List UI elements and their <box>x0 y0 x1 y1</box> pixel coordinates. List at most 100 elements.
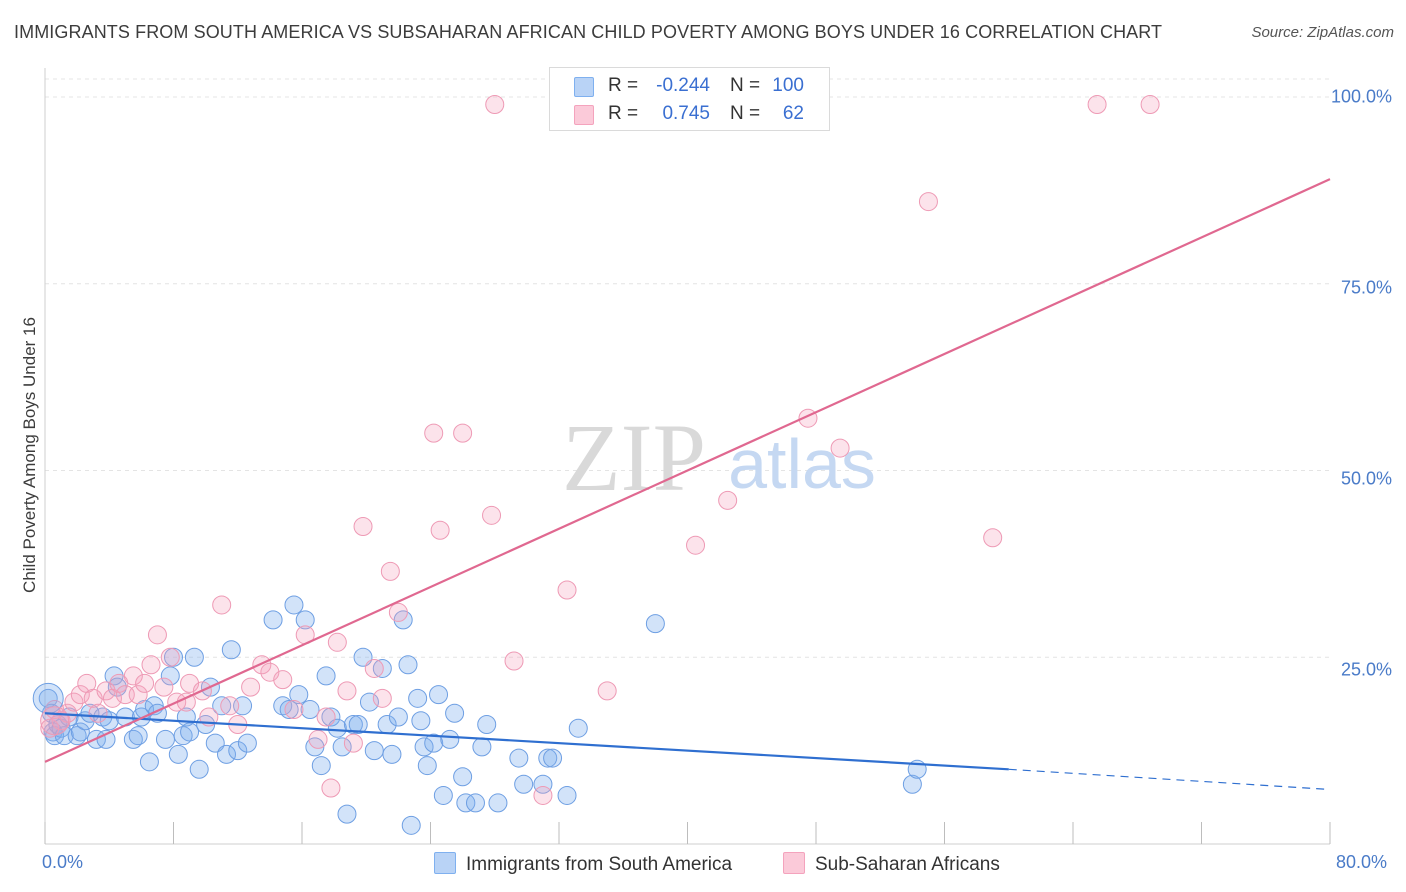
bottom-legend-swatch-pink <box>783 852 805 874</box>
x-tick-label-min: 0.0% <box>42 852 84 872</box>
data-point-subsaharan <box>70 685 90 705</box>
data-point-south-america <box>189 759 209 779</box>
data-point-subsaharan <box>273 670 293 690</box>
data-point-south-america <box>217 744 237 764</box>
data-point-subsaharan <box>1087 94 1107 114</box>
data-point-south-america <box>180 722 200 742</box>
data-point-subsaharan <box>686 535 706 555</box>
data-point-subsaharan <box>453 423 473 443</box>
legend-swatch-pink <box>574 105 594 125</box>
data-point-south-america <box>557 785 577 805</box>
data-point-south-america <box>155 729 175 749</box>
data-point-subsaharan <box>380 561 400 581</box>
data-point-subsaharan <box>40 718 60 738</box>
data-point-south-america <box>533 774 553 794</box>
data-point-south-america <box>456 793 476 813</box>
data-point-subsaharan <box>353 517 373 537</box>
data-point-south-america <box>128 726 148 746</box>
data-point-south-america <box>343 714 363 734</box>
data-point-south-america <box>311 756 331 776</box>
data-point-south-america <box>279 700 299 720</box>
data-point-south-america <box>38 688 58 708</box>
data-point-south-america <box>359 692 379 712</box>
data-point-south-america <box>353 647 373 667</box>
watermark-atlas: atlas <box>728 425 876 503</box>
data-point-subsaharan <box>482 505 502 525</box>
data-point-south-america <box>465 793 485 813</box>
data-point-south-america <box>453 767 473 787</box>
legend-row-subsaharan: R = 0.745 N = 62 <box>550 100 829 128</box>
data-point-subsaharan <box>718 490 738 510</box>
data-point-south-america <box>160 666 180 686</box>
data-point-south-america <box>263 610 283 630</box>
data-point-south-america <box>509 748 529 768</box>
watermark: ZIP atlas <box>562 404 876 511</box>
data-point-south-america <box>273 696 293 716</box>
data-point-subsaharan <box>284 700 304 720</box>
data-point-subsaharan <box>557 580 577 600</box>
data-point-south-america <box>477 714 497 734</box>
data-point-south-america <box>300 700 320 720</box>
trend-line-subsaharan <box>44 178 1331 763</box>
bottom-legend-swatch-blue <box>434 852 456 874</box>
data-point-south-america <box>382 744 402 764</box>
data-point-subsaharan <box>983 528 1003 548</box>
legend-n-value: 62 <box>782 103 804 124</box>
tick-layer <box>44 822 1331 844</box>
data-point-south-america <box>80 703 100 723</box>
data-point-subsaharan <box>154 677 174 697</box>
bottom-legend-south-america: Immigrants from South America <box>434 852 732 876</box>
data-point-south-america <box>429 685 449 705</box>
data-point-subsaharan <box>220 696 240 716</box>
data-point-south-america <box>645 614 665 634</box>
data-point-south-america <box>289 685 309 705</box>
data-point-south-america <box>205 733 225 753</box>
trend-line-south-america <box>44 712 1009 771</box>
data-point-south-america <box>228 741 248 761</box>
y-tick-label: 100.0% <box>1330 86 1392 107</box>
data-point-subsaharan <box>364 658 384 678</box>
y-tick-label: 50.0% <box>1340 468 1392 489</box>
data-point-south-america <box>401 815 421 835</box>
data-point-subsaharan <box>51 711 71 731</box>
data-point-south-america <box>398 655 418 675</box>
data-point-south-america <box>417 756 437 776</box>
data-point-south-america <box>221 640 241 660</box>
data-point-subsaharan <box>316 707 336 727</box>
data-point-subsaharan <box>135 673 155 693</box>
y-tick-label: 25.0% <box>1340 659 1392 680</box>
data-point-subsaharan <box>241 677 261 697</box>
legend-row-south-america: R = -0.244 N = 100 <box>550 72 829 100</box>
legend-n-label: N = <box>730 103 761 124</box>
data-point-subsaharan <box>40 706 70 736</box>
legend-n-label: N = <box>730 75 761 96</box>
data-point-south-america <box>543 748 563 768</box>
data-point-south-america <box>70 722 90 742</box>
data-point-subsaharan <box>504 651 524 671</box>
trend-layer <box>44 178 1331 791</box>
data-point-subsaharan <box>64 692 84 712</box>
source-label: Source: ZipAtlas.com <box>1251 24 1394 41</box>
legend-r-label: R = <box>608 103 639 124</box>
series-south-america <box>38 595 927 835</box>
data-point-south-america <box>364 741 384 761</box>
data-point-south-america <box>445 703 465 723</box>
data-point-subsaharan <box>252 655 272 675</box>
data-point-south-america <box>372 658 392 678</box>
data-point-south-america <box>414 737 434 757</box>
data-point-subsaharan <box>160 647 180 667</box>
data-point-south-america <box>327 718 347 738</box>
data-point-south-america <box>67 726 87 746</box>
bottom-legend-label: Sub-Saharan Africans <box>815 854 1000 875</box>
data-point-south-america <box>488 793 508 813</box>
data-point-south-america <box>424 733 444 753</box>
data-point-south-america <box>538 748 558 768</box>
data-point-south-america <box>411 711 431 731</box>
data-point-subsaharan <box>128 685 148 705</box>
data-point-south-america <box>284 595 304 615</box>
legend-r-value: 0.745 <box>662 103 710 124</box>
data-point-south-america <box>472 737 492 757</box>
data-point-south-america <box>316 666 336 686</box>
data-point-south-america <box>321 707 341 727</box>
